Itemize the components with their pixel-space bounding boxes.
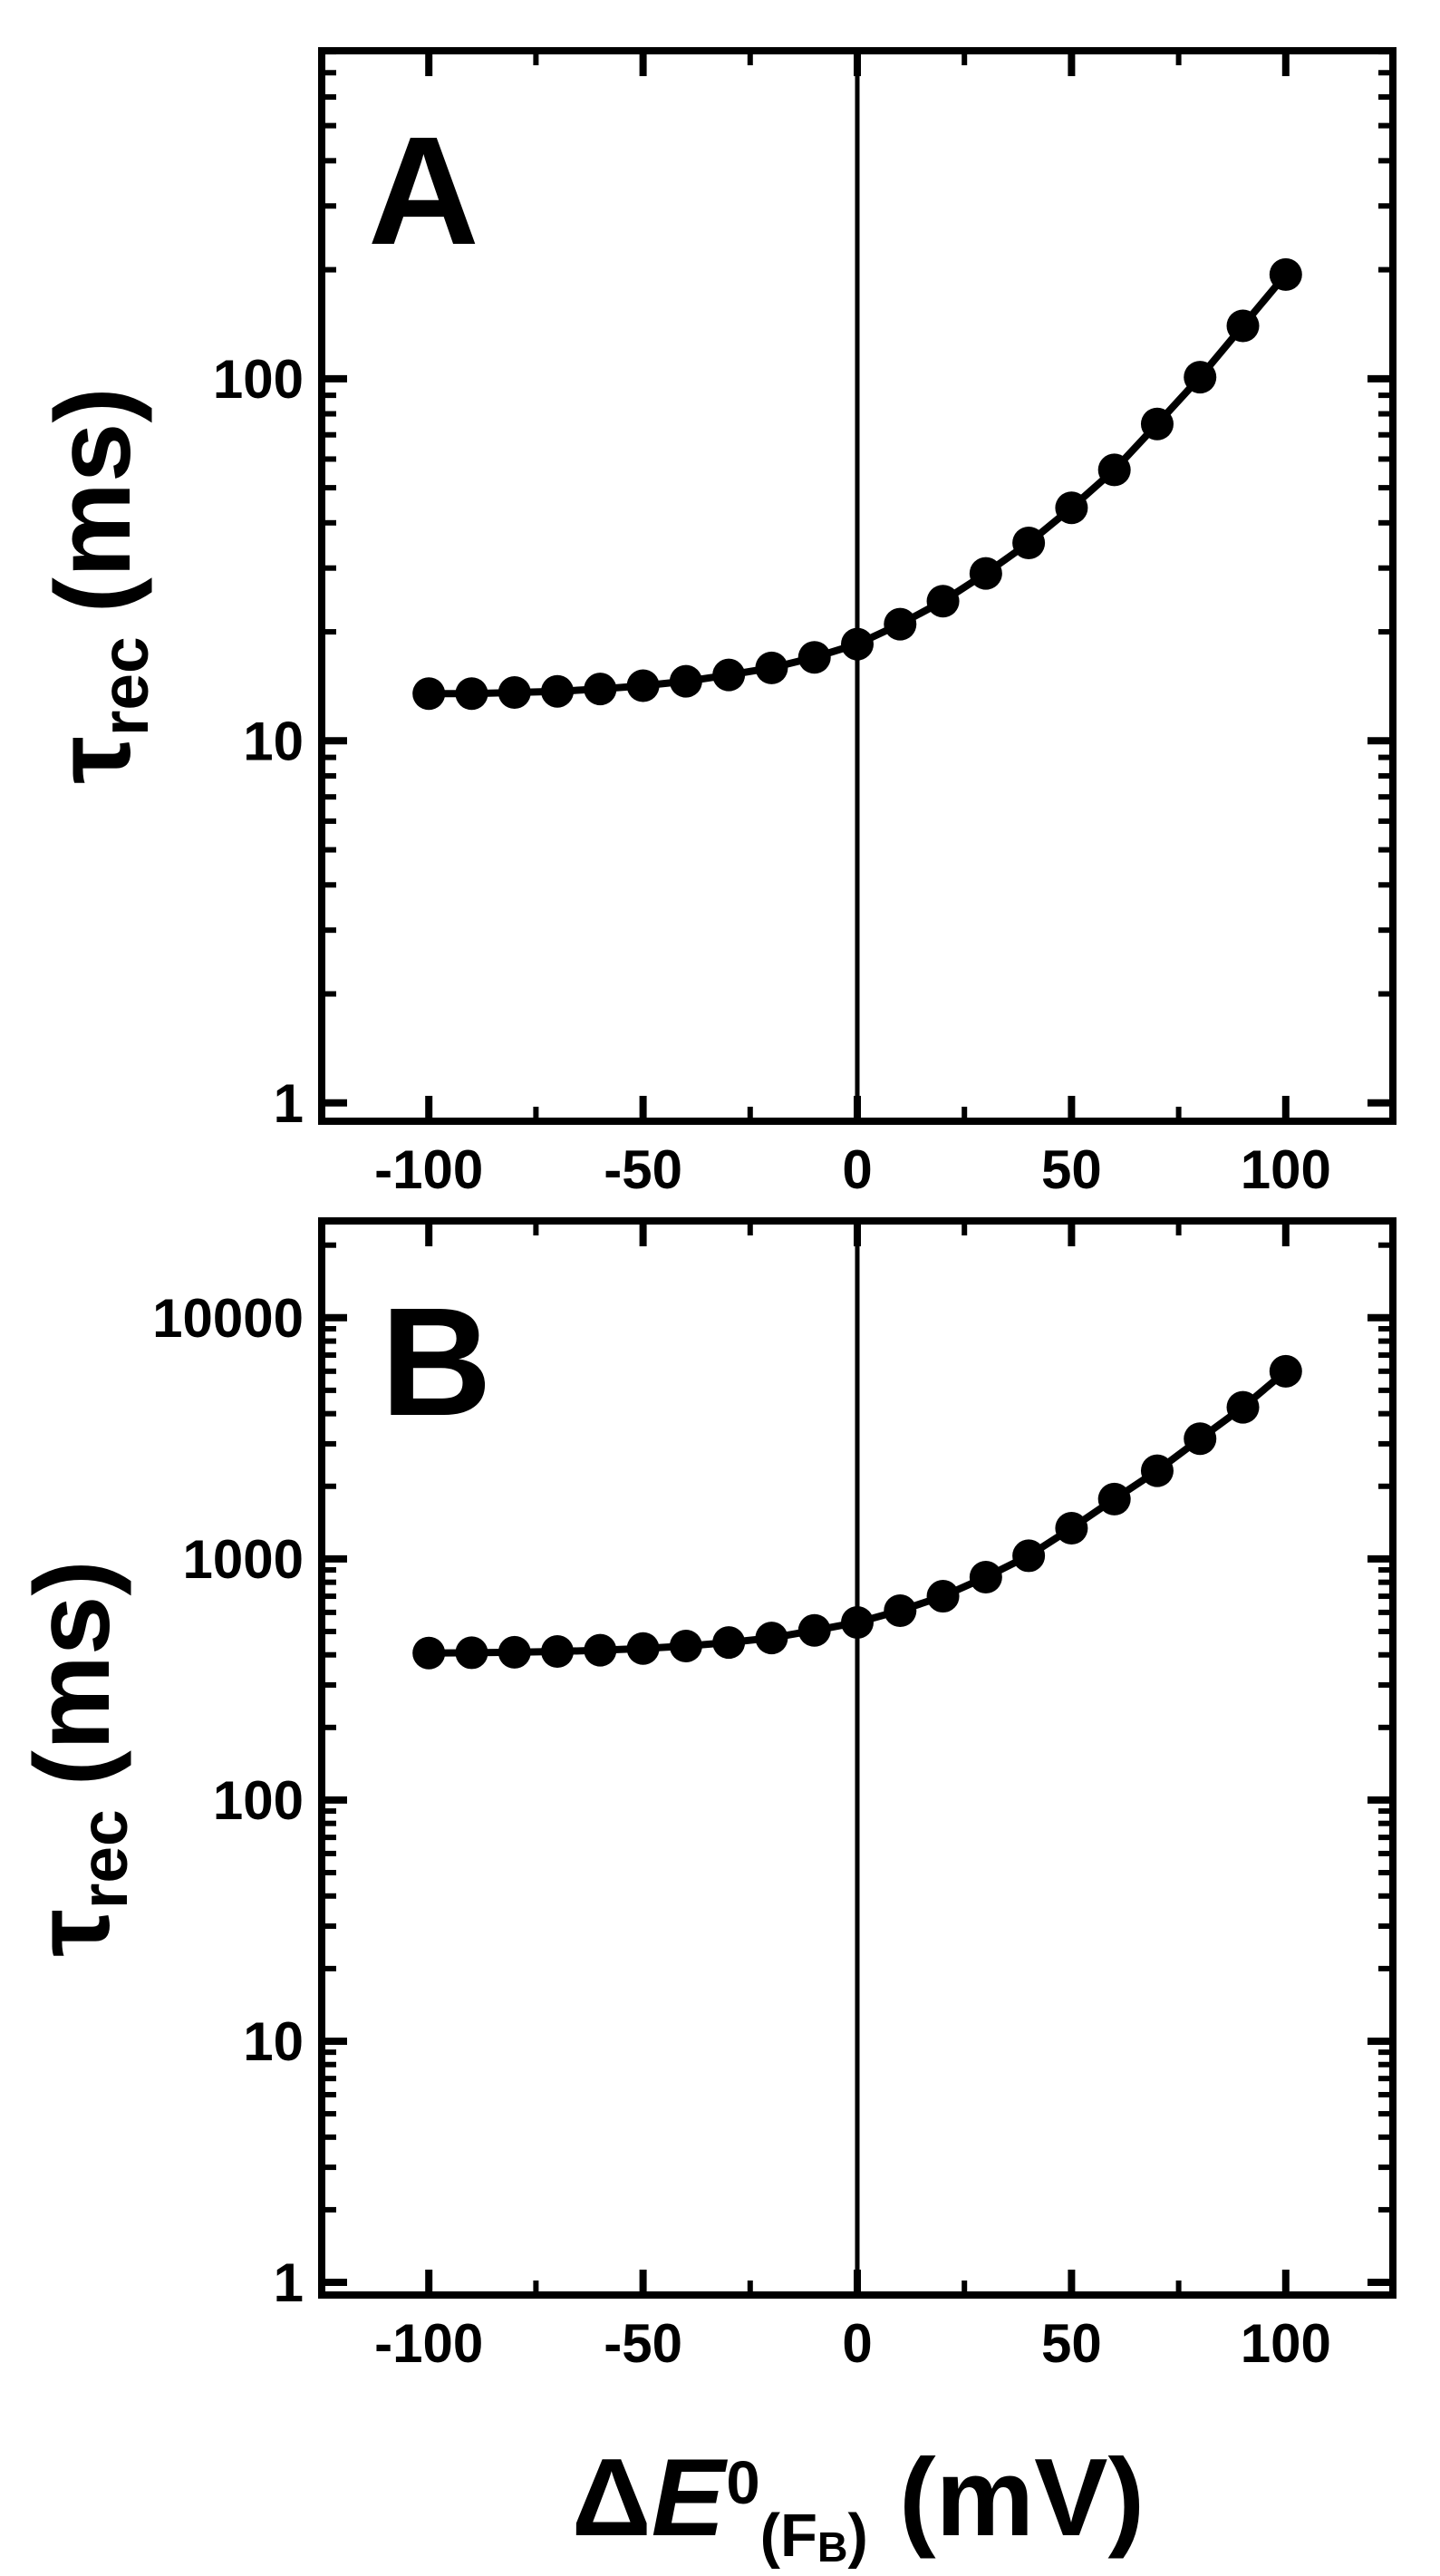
y-axis-unit: (ms)	[13, 1560, 132, 1787]
tau-symbol: τ	[34, 736, 153, 784]
panel-b-data-point-x50	[1055, 1512, 1088, 1545]
panel-b-y-tick-label: 1	[274, 2252, 304, 2313]
panel-b-data-point-x100	[1269, 1354, 1302, 1388]
tau-subscript: rec	[67, 1809, 142, 1910]
panel-b-data-point-x-70	[541, 1635, 575, 1669]
panel-b-label: B	[381, 1276, 492, 1448]
panel-b-data-point-x10	[884, 1593, 917, 1627]
panel-b-data-point-x30	[969, 1560, 1002, 1593]
panel-a-data-point-x-90	[455, 677, 488, 711]
panel-a-y-tick-label: 10	[243, 711, 304, 771]
panel-b-y-tick-label: 1000	[183, 1529, 304, 1590]
panel-b-data-point-x20	[926, 1580, 960, 1613]
panel-b-data-point-x60	[1097, 1482, 1131, 1516]
panel-a-data-point-x0	[841, 627, 874, 661]
panel-a-data-point-x-80	[498, 675, 531, 709]
panel-a-data-point-x80	[1184, 361, 1217, 394]
panel-a-x-tick-label: 100	[1241, 1139, 1331, 1200]
panel-a-data-point-x90	[1226, 309, 1260, 343]
panel-b-data-point-x-20	[755, 1622, 788, 1655]
tau-symbol: τ	[13, 1909, 132, 1957]
panel-b-x-tick-label: -100	[374, 2313, 483, 2374]
panel-a-data-point-x-10	[797, 641, 831, 674]
panel-a-y-tick-label: 1	[274, 1073, 304, 1134]
panel-b-x-tick-label: 0	[842, 2313, 872, 2374]
panel-b-x-tick-label: 50	[1041, 2313, 1102, 2374]
superscript-zero: 0	[726, 2449, 760, 2518]
panel-a-x-tick-label: 50	[1041, 1139, 1102, 1200]
panel-b-data-point-x-90	[455, 1636, 488, 1670]
subscript-close: )	[847, 2501, 868, 2570]
panel-b-data-point-x70	[1140, 1454, 1174, 1487]
panel-a-x-tick-label: -100	[374, 1139, 483, 1200]
panel-b-data-point-x-50	[626, 1632, 660, 1665]
panel-a-data-point-x30	[969, 557, 1002, 590]
panel-a-data-point-x-20	[755, 651, 788, 684]
panel-a-y-axis-title: τrec (ms)	[34, 387, 162, 784]
panel-b-data-point-x80	[1184, 1422, 1217, 1456]
panel-a-data-point-x70	[1140, 407, 1174, 441]
panel-b-data-point-x-80	[498, 1635, 531, 1669]
panel-b-y-tick-label: 100	[213, 1770, 304, 1831]
panel-a-data-point-x60	[1097, 453, 1131, 487]
panel-a-data-point-x-40	[669, 664, 702, 698]
panel-a-x-tick-label: 0	[842, 1139, 872, 1200]
panel-a-data-point-x-30	[712, 658, 746, 692]
potential-symbol: E	[651, 2436, 725, 2559]
y-axis-unit: (ms)	[34, 387, 153, 614]
panel-b-data-point-x-60	[584, 1633, 617, 1667]
panel-a-data-point-x-70	[541, 674, 575, 708]
panel-b-y-tick-label: 10	[243, 2011, 304, 2072]
panel-b-data-point-x90	[1226, 1390, 1260, 1424]
panel-b-x-tick-label: 100	[1241, 2313, 1331, 2374]
panel-a-data-point-x10	[884, 607, 917, 641]
panel-b-y-axis-title: τrec (ms)	[13, 1560, 141, 1957]
panel-a-y-tick-label: 100	[213, 349, 304, 410]
panel-a-data-point-x40	[1012, 526, 1046, 559]
panel-b-data-point-x-10	[797, 1613, 831, 1647]
panel-b-data-point-x0	[841, 1605, 874, 1639]
panel-a-data-point-x100	[1269, 257, 1302, 291]
subscript-open: (F	[759, 2501, 817, 2570]
panel-b-data-point-x-100	[412, 1636, 446, 1670]
panel-a-data-point-x-50	[626, 669, 660, 702]
panel-b-data-point-x40	[1012, 1539, 1046, 1573]
panel-b-data-point-x-40	[669, 1630, 702, 1663]
panel-b-data-point-x-30	[712, 1626, 746, 1660]
panel-a-data-point-x-60	[584, 673, 617, 706]
panel-b-x-tick-label: -50	[604, 2313, 682, 2374]
panel-a-data-point-x20	[926, 585, 960, 618]
x-axis-unit: (mV)	[898, 2436, 1145, 2559]
panel-a-data-point-x-100	[412, 677, 446, 711]
delta-symbol: Δ	[571, 2436, 652, 2559]
tau-subscript: rec	[88, 636, 163, 737]
panel-a-x-tick-label: -50	[604, 1139, 682, 1200]
panel-b-y-tick-label: 10000	[152, 1288, 304, 1349]
subscript-fb: B	[817, 2523, 848, 2571]
panel-a-data-point-x50	[1055, 491, 1088, 525]
x-axis-title: ΔE0(FB) (mV)	[572, 2442, 1145, 2568]
panel-a-label: A	[368, 105, 479, 277]
